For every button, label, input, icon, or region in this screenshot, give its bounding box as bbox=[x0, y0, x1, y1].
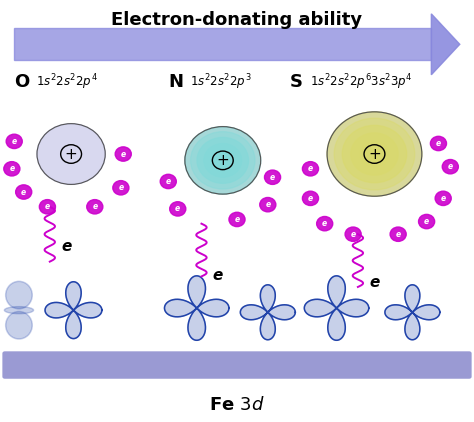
Circle shape bbox=[435, 191, 451, 206]
Circle shape bbox=[302, 162, 319, 176]
Circle shape bbox=[48, 133, 94, 175]
Text: $\mathit{1s^22s^22p^4}$: $\mathit{1s^22s^22p^4}$ bbox=[36, 73, 97, 92]
Text: e: e bbox=[441, 194, 446, 203]
Text: +: + bbox=[217, 153, 229, 168]
Text: $\mathit{1s^22s^22p^3}$: $\mathit{1s^22s^22p^3}$ bbox=[190, 73, 251, 92]
Circle shape bbox=[37, 124, 105, 184]
Circle shape bbox=[61, 145, 82, 163]
Circle shape bbox=[37, 124, 105, 184]
Text: e: e bbox=[12, 137, 17, 146]
Text: +: + bbox=[65, 146, 77, 162]
FancyBboxPatch shape bbox=[2, 351, 472, 379]
Circle shape bbox=[260, 197, 276, 212]
Circle shape bbox=[302, 191, 319, 206]
Text: e: e bbox=[270, 173, 275, 182]
Text: e: e bbox=[118, 183, 123, 192]
Circle shape bbox=[229, 212, 245, 227]
Text: e: e bbox=[424, 217, 429, 226]
Circle shape bbox=[327, 112, 422, 196]
Circle shape bbox=[430, 136, 447, 151]
Circle shape bbox=[317, 216, 333, 231]
Text: $\mathit{1s^22s^22p^63s^23p^4}$: $\mathit{1s^22s^22p^63s^23p^4}$ bbox=[310, 73, 413, 92]
Circle shape bbox=[6, 134, 22, 149]
Text: $\boldsymbol{e}$: $\boldsymbol{e}$ bbox=[61, 239, 73, 254]
Text: e: e bbox=[322, 219, 327, 228]
Text: e: e bbox=[166, 177, 171, 186]
Text: e: e bbox=[436, 139, 441, 148]
Polygon shape bbox=[164, 276, 229, 340]
Text: $\boldsymbol{e}$: $\boldsymbol{e}$ bbox=[369, 275, 381, 290]
Circle shape bbox=[390, 227, 406, 241]
Circle shape bbox=[54, 139, 88, 169]
Polygon shape bbox=[45, 282, 102, 338]
Circle shape bbox=[160, 174, 176, 189]
Text: e: e bbox=[396, 230, 401, 239]
Circle shape bbox=[4, 162, 20, 176]
Text: e: e bbox=[448, 162, 453, 171]
Circle shape bbox=[39, 200, 55, 214]
Circle shape bbox=[16, 185, 32, 199]
Text: e: e bbox=[9, 164, 14, 173]
Text: e: e bbox=[45, 202, 50, 211]
Circle shape bbox=[342, 125, 407, 183]
Circle shape bbox=[197, 138, 248, 183]
Circle shape bbox=[442, 160, 458, 174]
Circle shape bbox=[170, 202, 186, 216]
Circle shape bbox=[185, 127, 261, 194]
Text: e: e bbox=[92, 202, 97, 211]
Ellipse shape bbox=[4, 307, 34, 314]
Polygon shape bbox=[304, 276, 369, 340]
Text: e: e bbox=[308, 164, 313, 173]
Ellipse shape bbox=[6, 281, 32, 309]
Circle shape bbox=[327, 112, 422, 196]
Text: e: e bbox=[175, 204, 180, 214]
Text: $\mathbf{N}$: $\mathbf{N}$ bbox=[168, 73, 184, 91]
Text: $\mathbf{S}$: $\mathbf{S}$ bbox=[289, 73, 303, 91]
Text: $\mathbf{O}$: $\mathbf{O}$ bbox=[14, 73, 31, 91]
Ellipse shape bbox=[6, 311, 32, 339]
Circle shape bbox=[211, 150, 234, 170]
Circle shape bbox=[351, 133, 398, 175]
Circle shape bbox=[185, 127, 261, 194]
Circle shape bbox=[115, 147, 131, 161]
Circle shape bbox=[264, 170, 281, 184]
Text: e: e bbox=[21, 187, 26, 197]
Circle shape bbox=[345, 227, 361, 241]
Polygon shape bbox=[385, 285, 440, 340]
Text: +: + bbox=[368, 146, 381, 162]
Text: e: e bbox=[308, 194, 313, 203]
Polygon shape bbox=[14, 28, 431, 60]
Text: Fe $\mathit{3d}$: Fe $\mathit{3d}$ bbox=[209, 396, 265, 414]
Text: e: e bbox=[265, 200, 270, 209]
Text: e: e bbox=[351, 230, 356, 239]
Circle shape bbox=[419, 214, 435, 229]
Text: $\boldsymbol{e}$: $\boldsymbol{e}$ bbox=[212, 268, 224, 283]
Circle shape bbox=[334, 118, 415, 190]
Text: e: e bbox=[235, 215, 239, 224]
Circle shape bbox=[204, 143, 242, 177]
Circle shape bbox=[360, 141, 389, 167]
Circle shape bbox=[191, 132, 255, 189]
Circle shape bbox=[113, 181, 129, 195]
Polygon shape bbox=[431, 14, 460, 75]
Text: e: e bbox=[121, 149, 126, 159]
Circle shape bbox=[87, 200, 103, 214]
Circle shape bbox=[42, 128, 100, 180]
Text: Electron-donating ability: Electron-donating ability bbox=[111, 11, 363, 29]
Polygon shape bbox=[240, 285, 295, 340]
